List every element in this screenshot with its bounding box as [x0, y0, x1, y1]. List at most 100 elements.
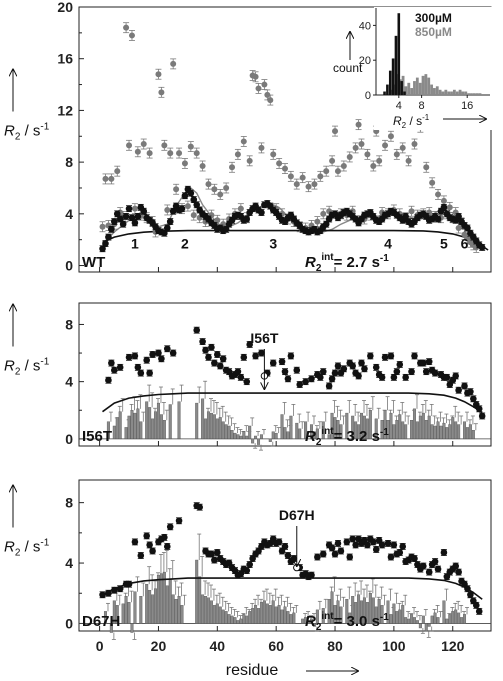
data-point — [146, 150, 153, 157]
difference-bar — [471, 430, 475, 440]
difference-bar — [454, 609, 458, 624]
difference-bar — [327, 434, 331, 440]
data-point — [361, 365, 368, 373]
data-point — [331, 369, 339, 377]
data-point — [320, 210, 327, 217]
data-point — [205, 354, 212, 361]
data-point — [246, 341, 253, 348]
intrinsic-r2-curve — [102, 577, 483, 600]
difference-bar — [371, 597, 375, 624]
difference-bar — [236, 620, 240, 624]
data-point — [158, 89, 165, 96]
difference-bar — [289, 415, 293, 440]
difference-bar — [445, 618, 449, 624]
difference-bar — [283, 606, 287, 624]
difference-bar — [212, 414, 216, 440]
data-point — [399, 543, 407, 550]
difference-bar — [442, 422, 446, 440]
data-point — [167, 150, 174, 157]
data-point — [237, 374, 245, 381]
difference-bar — [327, 599, 331, 624]
difference-bar — [130, 623, 134, 633]
difference-bar — [201, 594, 205, 624]
data-point — [284, 552, 292, 559]
difference-bar — [198, 576, 202, 624]
difference-bar — [148, 590, 152, 624]
data-point — [234, 151, 241, 158]
data-point — [208, 550, 215, 558]
difference-bar — [195, 402, 199, 440]
difference-bar — [463, 421, 467, 440]
difference-bar — [383, 410, 387, 440]
data-point — [355, 121, 362, 128]
data-point — [246, 157, 253, 164]
difference-bar — [154, 411, 158, 440]
y-tick-label: 4 — [65, 206, 73, 222]
y-tick-label: 8 — [65, 495, 73, 511]
y-tick-label: 20 — [57, 0, 73, 15]
inset-bar-850 — [410, 88, 414, 95]
difference-bar — [130, 410, 134, 440]
difference-bar — [204, 418, 208, 440]
difference-bar — [195, 559, 199, 624]
difference-bar — [457, 424, 461, 440]
data-point — [99, 245, 106, 253]
difference-bar — [154, 588, 158, 624]
difference-bar — [274, 432, 278, 440]
data-point — [402, 213, 409, 220]
difference-bar — [304, 617, 308, 624]
data-point — [399, 144, 406, 151]
data-point — [372, 364, 380, 371]
inset-x-label: R2 / s-1 — [393, 113, 430, 130]
difference-bar — [212, 605, 216, 624]
difference-bar — [286, 431, 290, 440]
difference-bar — [139, 596, 143, 624]
data-point — [364, 151, 371, 158]
data-point — [461, 382, 468, 390]
plot-frame — [78, 6, 492, 273]
y-tick-label: 0 — [65, 258, 73, 274]
difference-bar — [242, 431, 246, 440]
difference-bar — [451, 417, 455, 440]
data-point — [396, 549, 404, 556]
data-point — [211, 556, 218, 564]
difference-bar — [304, 421, 308, 440]
difference-bar — [427, 415, 431, 440]
difference-bar — [430, 424, 434, 440]
data-point — [155, 349, 162, 357]
data-point — [137, 369, 145, 377]
data-point — [258, 144, 265, 151]
data-point — [431, 369, 439, 377]
difference-bar — [463, 614, 467, 624]
data-point — [102, 175, 109, 182]
data-point — [255, 85, 262, 92]
difference-bar — [233, 617, 237, 624]
difference-bar — [124, 427, 128, 440]
inset-bar-850 — [395, 74, 399, 95]
difference-bar — [124, 596, 128, 624]
data-point — [381, 354, 389, 361]
data-point — [237, 205, 244, 212]
difference-bar — [330, 412, 334, 440]
data-point — [475, 405, 483, 413]
difference-bar — [209, 600, 213, 624]
difference-bar — [148, 407, 152, 440]
difference-bar — [171, 594, 175, 624]
r2-intrinsic-label: R2int= 3.2 s-1 — [305, 426, 389, 448]
data-point — [455, 213, 462, 220]
data-point — [305, 183, 312, 190]
inset-bar-850 — [427, 77, 431, 95]
panel-d67h: 0 4 8 R2 / s-1 D67H D67H R2int= 3.0 s-1 — [4, 479, 492, 640]
inset-bar-300 — [403, 91, 406, 95]
difference-bar — [315, 428, 319, 440]
y-tick-label: 4 — [65, 555, 73, 571]
difference-bar — [257, 608, 261, 624]
data-point — [163, 345, 171, 353]
data-point — [328, 375, 336, 383]
difference-bar — [389, 614, 393, 624]
difference-bar — [215, 603, 219, 624]
data-point — [125, 580, 133, 588]
data-point — [378, 541, 386, 549]
difference-bar — [333, 417, 337, 440]
data-point — [299, 174, 306, 181]
